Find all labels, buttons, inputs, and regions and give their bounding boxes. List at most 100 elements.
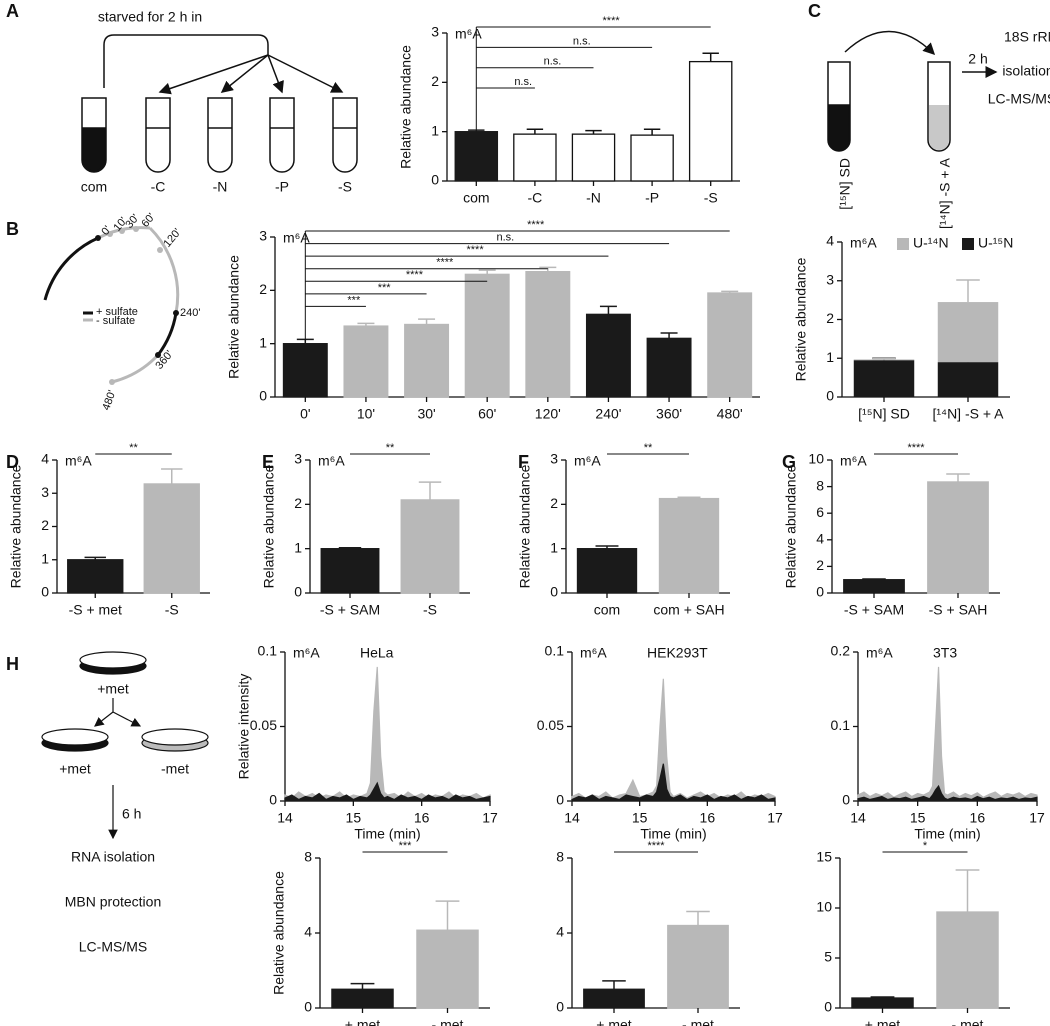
y-tick-label: 4 <box>556 924 564 940</box>
bar <box>513 133 557 182</box>
step: isolation <box>1002 63 1050 79</box>
annotation: m⁶A <box>283 230 310 246</box>
bar <box>143 483 200 594</box>
significance-label: **** <box>527 219 545 231</box>
bar-segment <box>937 302 999 363</box>
dish-label: +met <box>59 761 91 777</box>
panel-label: G <box>782 452 796 472</box>
step: LC-MS/MS <box>988 91 1050 107</box>
x-tick-label: 16 <box>970 810 986 826</box>
schematic-h <box>41 651 209 840</box>
x-tick-label: - met <box>682 1017 714 1026</box>
bar <box>416 929 479 1009</box>
tube-label: [¹⁴N] -S + A <box>937 157 953 229</box>
y-tick-label: 0 <box>304 999 312 1015</box>
y-axis-label: Relative abundance <box>783 464 799 588</box>
annotation: m⁶A <box>455 26 482 42</box>
time-label: 2 h <box>968 51 987 67</box>
x-tick-label: 240' <box>595 406 621 422</box>
bar <box>688 60 733 182</box>
x-tick-label: 360' <box>656 406 682 422</box>
error-bar <box>956 279 980 303</box>
y-tick-label: 4 <box>41 451 49 467</box>
schematic-c <box>827 30 998 152</box>
significance-label: **** <box>436 257 454 269</box>
bar <box>331 988 394 1009</box>
tube-label: -N <box>213 179 228 195</box>
x-tick-label: -S + met <box>69 602 122 618</box>
tube-label: com <box>81 179 107 195</box>
bar <box>583 988 645 1009</box>
chart-title: HeLa <box>360 645 394 661</box>
x-tick-label: -S + SAM <box>320 602 380 618</box>
x-tick-label: -S <box>423 602 437 618</box>
y-tick-label: 10 <box>808 451 824 467</box>
x-tick-label: com <box>594 602 620 618</box>
significance-label: *** <box>347 294 361 306</box>
bar-segment <box>853 360 915 397</box>
x-tick-label: -S <box>165 602 179 618</box>
bar <box>571 133 616 182</box>
y-tick-label: 4 <box>826 233 834 249</box>
dish-label: +met <box>97 681 129 697</box>
error-bar <box>526 128 544 135</box>
x-tick-label: 14 <box>564 810 580 826</box>
significance-label: ** <box>129 442 138 454</box>
x-tick-label: -N <box>586 190 601 206</box>
x-tick-label: 15 <box>910 810 926 826</box>
tube-label: -P <box>275 179 289 195</box>
bar <box>454 131 499 182</box>
bar <box>320 548 380 594</box>
error-bar <box>350 982 375 990</box>
x-axis-label: Time (min) <box>914 826 980 842</box>
area <box>284 666 491 802</box>
bar <box>464 273 510 398</box>
timepoint: 240' <box>180 307 200 319</box>
bar <box>851 997 914 1009</box>
y-tick-label: 10 <box>816 899 832 915</box>
chart-title: HEK293T <box>647 645 708 661</box>
y-tick-label: 0 <box>816 584 824 600</box>
x-tick-label: [¹⁵N] SD <box>858 406 910 422</box>
legend-label: U-¹⁵N <box>978 235 1013 251</box>
significance-label: ** <box>386 442 395 454</box>
y-axis-label: Relative abundance <box>517 464 533 588</box>
error-bar <box>872 357 896 360</box>
significance-label: *** <box>378 282 392 294</box>
x-tick-label: 17 <box>1029 810 1045 826</box>
y-tick-label: 0 <box>259 388 267 404</box>
bar <box>400 499 460 594</box>
significance-label: n.s. <box>514 76 532 88</box>
y-tick-label: 0 <box>826 388 834 404</box>
y-tick-label: 0.1 <box>831 717 851 733</box>
error-bar <box>946 473 970 482</box>
area <box>857 784 1038 802</box>
significance-label: *** <box>399 840 413 852</box>
bar <box>576 548 638 594</box>
panel-label: B <box>6 219 19 239</box>
x-axis-label: Time (min) <box>354 826 420 842</box>
x-tick-label: -C <box>528 190 543 206</box>
x-tick-label: 0' <box>300 406 310 422</box>
y-tick-label: 2 <box>816 557 824 573</box>
y-tick-label: 0 <box>556 999 564 1015</box>
annotation: m⁶A <box>574 453 601 469</box>
y-tick-label: 0 <box>41 584 49 600</box>
y-tick-label: 3 <box>41 484 49 500</box>
significance-label: **** <box>907 442 925 454</box>
y-tick-label: 0.1 <box>545 643 565 659</box>
bar <box>658 497 720 594</box>
x-tick-label: + met <box>345 1017 381 1026</box>
y-tick-label: 3 <box>431 24 439 40</box>
panel-label: H <box>6 654 19 674</box>
y-tick-label: 6 <box>816 504 824 520</box>
legend-swatch <box>962 238 974 250</box>
dish-label: -met <box>161 761 189 777</box>
bar <box>927 481 989 594</box>
annotation: m⁶A <box>580 645 607 661</box>
error-bar <box>955 869 980 912</box>
error-bar <box>660 332 678 339</box>
y-tick-label: 0.05 <box>250 717 277 733</box>
x-tick-label: com <box>463 190 489 206</box>
area <box>571 678 776 802</box>
